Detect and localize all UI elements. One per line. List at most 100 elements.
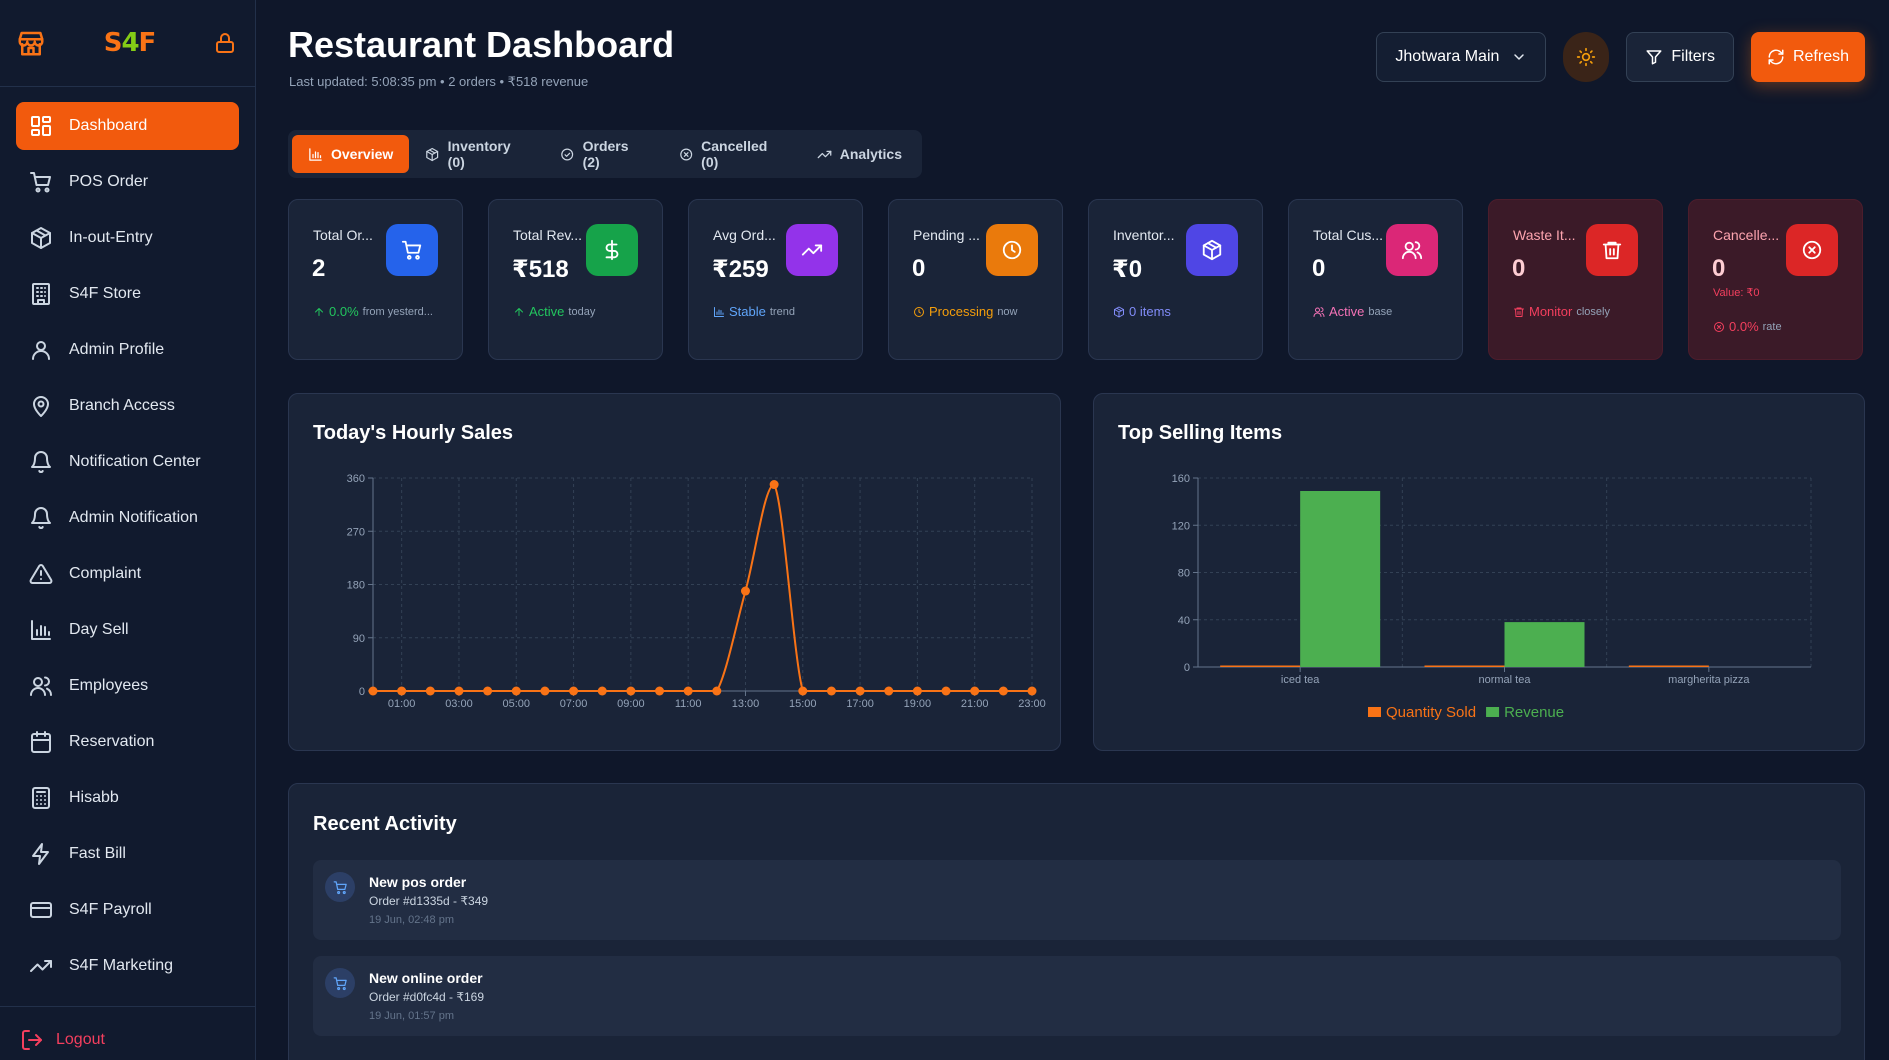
stat-trend-caption: today [568, 305, 596, 318]
y-tick-label: 360 [347, 473, 365, 485]
sidebar-item-dashboard[interactable]: Dashboard [16, 102, 239, 150]
sidebar-item-label: Dashboard [69, 117, 148, 134]
data-point [454, 686, 464, 696]
tab-overview[interactable]: Overview [292, 135, 410, 173]
stat-cards: Total Or... 2 0.0% from yesterd... Total Rev… [288, 199, 1863, 360]
inventory-value-card[interactable]: Inventor... ₹0 0 items [1088, 199, 1263, 360]
sidebar-item-day-sell[interactable]: Day Sell [16, 606, 239, 654]
sidebar-item-in-out-entry[interactable]: In-out-Entry [16, 214, 239, 262]
sidebar-item-complaint[interactable]: Complaint [16, 550, 239, 598]
stat-trend-value: 0.0% [1729, 319, 1759, 334]
x-tick-label: 05:00 [502, 698, 530, 710]
lock-icon[interactable] [213, 31, 237, 55]
sidebar-item-employees[interactable]: Employees [16, 662, 239, 710]
theme-toggle-button[interactable] [1563, 32, 1610, 82]
activity-item[interactable]: New pos order Order #d1335d - ₹349 19 Ju… [313, 860, 1841, 940]
stat-value: 0 [1712, 255, 1726, 282]
activity-item[interactable]: New online order Order #d0fc4d - ₹169 19… [313, 956, 1841, 1036]
stat-trend: Monitor closely [1513, 304, 1610, 319]
filters-button[interactable]: Filters [1626, 32, 1734, 82]
brand-logo: S4F [103, 28, 157, 58]
y-tick-label: 0 [1184, 662, 1190, 674]
sidebar: S4F Dashboard POS Order In-out-Entry S4F St… [0, 0, 256, 1060]
tab-cancelled[interactable]: Cancelled (0) [663, 135, 801, 173]
branch-select-value: Jhotwara Main [1395, 48, 1500, 65]
cancelled-orders-card[interactable]: Cancelle... 0 Value: ₹0 0.0% rate [1688, 199, 1863, 360]
data-point [970, 686, 980, 696]
y-tick-label: 120 [1172, 520, 1190, 532]
y-tick-label: 0 [359, 686, 365, 698]
x-tick-label: 15:00 [789, 698, 817, 710]
stat-trend-caption: now [997, 305, 1018, 318]
stat-trend-value: Active [1329, 304, 1365, 319]
sidebar-item-s4f-payroll[interactable]: S4F Payroll [16, 886, 239, 934]
sidebar-item-s4f-marketing[interactable]: S4F Marketing [16, 942, 239, 990]
users-icon [30, 676, 52, 696]
trending-up-icon [801, 244, 823, 256]
x-tick-label: iced tea [1281, 674, 1320, 686]
stat-trend-value: Monitor [1529, 304, 1573, 319]
sidebar-item-notification-center[interactable]: Notification Center [16, 438, 239, 486]
store-icon[interactable] [16, 28, 46, 58]
stat-trend-caption: base [1368, 305, 1393, 318]
x-tick-label: 09:00 [617, 698, 645, 710]
pending-orders-card[interactable]: Pending ... 0 Processing now [888, 199, 1063, 360]
sidebar-item-admin-notification[interactable]: Admin Notification [16, 494, 239, 542]
y-tick-label: 180 [347, 580, 365, 592]
tab-label: Cancelled (0) [701, 138, 768, 170]
sidebar-item-label: Reservation [69, 733, 155, 750]
stat-icon-tile [586, 224, 638, 276]
sidebar-item-branch-access[interactable]: Branch Access [16, 382, 239, 430]
data-point [540, 686, 550, 696]
x-tick-label: 21:00 [961, 698, 989, 710]
credit-card-icon [30, 902, 52, 918]
sidebar-item-s4f-store[interactable]: S4F Store [16, 270, 239, 318]
refresh-icon [1768, 49, 1784, 65]
avg-order-card[interactable]: Avg Ord... ₹259 Stable trend [688, 199, 863, 360]
x-tick-label: normal tea [1479, 674, 1532, 686]
sidebar-item-fast-bill[interactable]: Fast Bill [16, 830, 239, 878]
x-circle-icon [679, 148, 692, 160]
trending-up-icon [817, 150, 832, 158]
package-icon [1202, 239, 1222, 261]
sidebar-item-label: POS Order [69, 173, 149, 190]
total-orders-card[interactable]: Total Or... 2 0.0% from yesterd... [288, 199, 463, 360]
data-point [855, 686, 865, 696]
package-icon [31, 227, 51, 249]
sidebar-item-hisabb[interactable]: Hisabb [16, 774, 239, 822]
sidebar-item-label: In-out-Entry [69, 229, 153, 246]
dashboard-icon [31, 116, 51, 136]
page-subtitle: Last updated: 5:08:35 pm • 2 orders • ₹5… [289, 74, 589, 89]
data-point [798, 686, 808, 696]
sidebar-item-admin-profile[interactable]: Admin Profile [16, 326, 239, 374]
dashboard-tabs: Overview Inventory (0) Orders (2) Cancelled… [288, 130, 922, 178]
total-customers-card[interactable]: Total Cus... 0 Active base [1288, 199, 1463, 360]
total-revenue-card[interactable]: Total Rev... ₹518 Active today [488, 199, 663, 360]
tab-inventory[interactable]: Inventory (0) [409, 135, 544, 173]
sidebar-item-pos-order[interactable]: POS Order [16, 158, 239, 206]
branch-select[interactable]: Jhotwara Main [1376, 32, 1547, 82]
x-tick-label: 03:00 [445, 698, 473, 710]
activity-title: New pos order [369, 874, 467, 890]
activity-icon [325, 968, 355, 998]
activity-icon [325, 872, 355, 902]
sidebar-nav: Dashboard POS Order In-out-Entry S4F Store A… [0, 87, 255, 990]
stat-value: 2 [312, 255, 326, 282]
map-pin-icon [33, 396, 49, 417]
waste-items-card[interactable]: Waste It... 0 Monitor closely [1488, 199, 1663, 360]
bar-quantity-sold [1220, 665, 1301, 667]
stat-icon-tile [1786, 224, 1838, 276]
clock-icon [1002, 240, 1022, 260]
sidebar-item-reservation[interactable]: Reservation [16, 718, 239, 766]
recent-activity-title: Recent Activity [313, 813, 457, 835]
tab-analytics[interactable]: Analytics [801, 135, 918, 173]
data-point [597, 686, 607, 696]
x-tick-label: 19:00 [904, 698, 932, 710]
logout-button[interactable]: Logout [0, 1006, 255, 1052]
y-tick-label: 90 [353, 633, 365, 645]
refresh-button[interactable]: Refresh [1750, 32, 1865, 82]
x-tick-label: 11:00 [675, 698, 702, 710]
stat-trend-value: 0 items [1129, 304, 1171, 319]
tab-orders[interactable]: Orders (2) [544, 135, 663, 173]
calculator-icon [32, 787, 50, 809]
